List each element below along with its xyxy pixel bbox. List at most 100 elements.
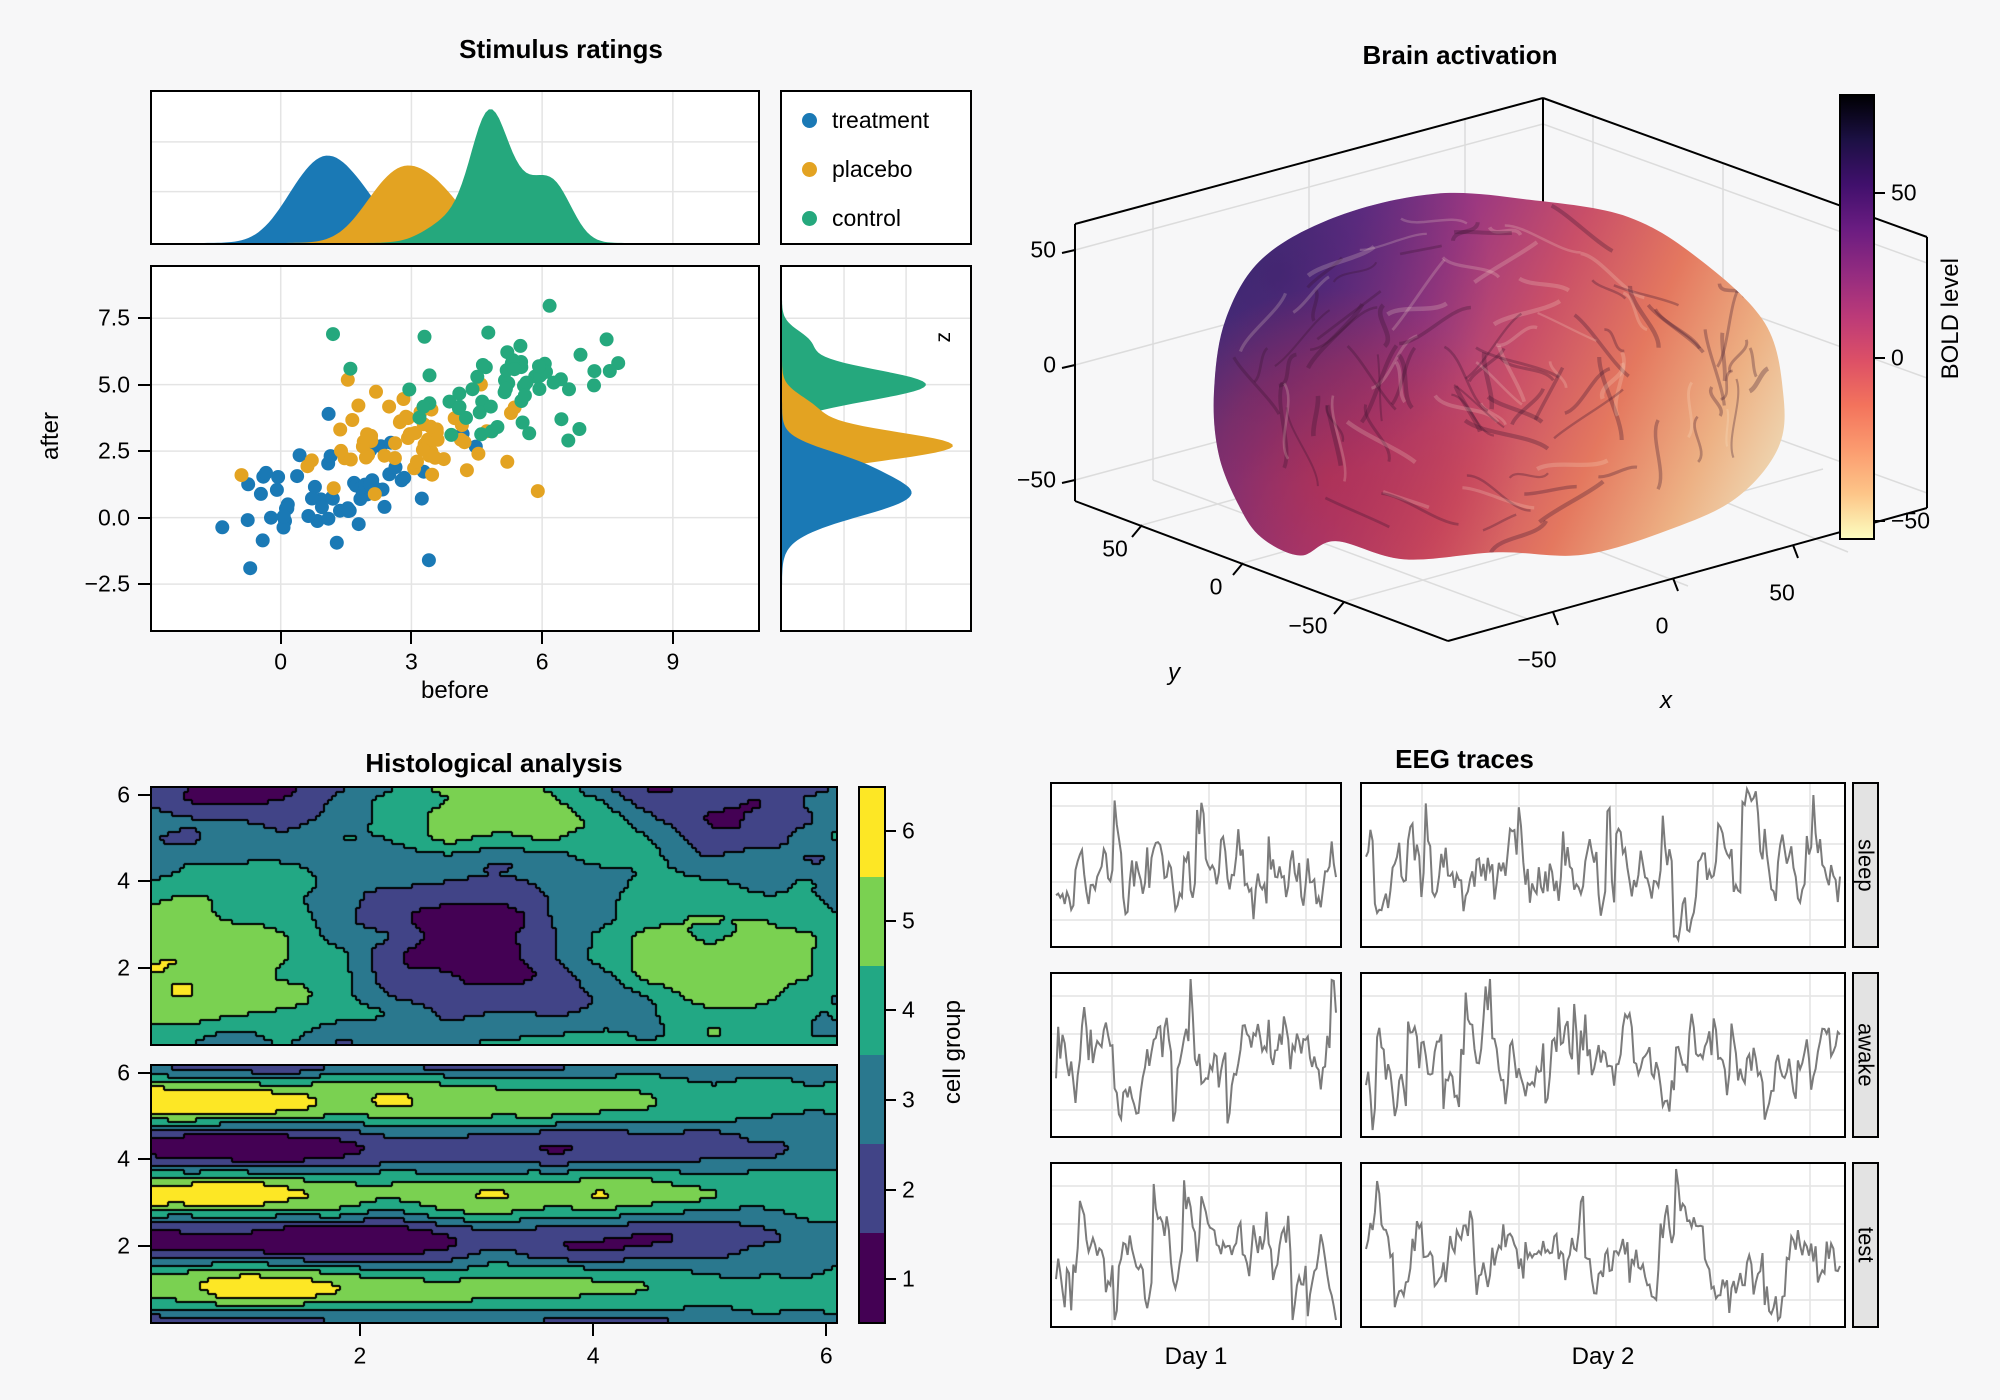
legend-label-control: control: [832, 205, 902, 231]
stimulus-right-marginal-panel: [780, 265, 972, 632]
histology-y-tick-label: 2: [117, 1232, 130, 1259]
plot-area: [1052, 974, 1340, 1136]
axis-tick: [886, 1009, 896, 1012]
axis-tick: [138, 383, 150, 386]
axis-tick: [410, 632, 413, 644]
legend-item-placebo: placebo: [782, 145, 970, 194]
eeg-panel-awake-day2: [1360, 972, 1846, 1138]
histology-colorbar-tick-label: 6: [902, 817, 915, 844]
histology-colorbar-tick-label: 4: [902, 996, 915, 1023]
eeg-panel-sleep-day1: [1050, 782, 1342, 948]
histology-y-tick-label: 6: [117, 781, 130, 808]
eeg-row-label: sleep: [1853, 838, 1879, 892]
legend-dot-treatment: [802, 113, 817, 128]
plot-area: [152, 92, 758, 243]
histology-y-tick-label: 6: [117, 1059, 130, 1086]
axis-tick: [358, 1324, 361, 1336]
axis-tick: [138, 793, 150, 796]
legend-dot-control: [802, 211, 817, 226]
axis-tick: [1875, 520, 1885, 522]
histology-x-tick-label: 2: [353, 1342, 367, 1369]
axis-tick: [541, 632, 544, 644]
brain-y-tick-label: 0: [1209, 573, 1223, 600]
histology-contour-panel-bottom: [150, 1064, 838, 1324]
axis-tick: [886, 1188, 896, 1191]
histology-colorbar-tick-label: 3: [902, 1086, 915, 1113]
histology-y-tick-label: 2: [117, 954, 130, 981]
histology-colorbar-label: cell group: [939, 1000, 966, 1105]
stimulus-x-tick-label: 0: [274, 648, 288, 675]
histology-x-tick-label: 6: [819, 1342, 833, 1369]
histology-colorbar-tick-label: 1: [902, 1265, 915, 1292]
axis-tick: [825, 1324, 828, 1336]
histology-y-tick-label: 4: [117, 1145, 130, 1172]
axis-tick: [886, 919, 896, 922]
stimulus-x-tick-label: 9: [666, 648, 680, 675]
axis-tick: [138, 583, 150, 586]
brain-colorbar-tick-label: 50: [1891, 179, 1917, 206]
legend-label-placebo: placebo: [832, 156, 913, 182]
axis-tick: [592, 1324, 595, 1336]
brain-z-tick-label: 50: [1030, 236, 1056, 263]
colorbar-block: [860, 1144, 884, 1233]
brain-x-axis-label: x: [1660, 687, 1672, 714]
eeg-panel-test-day1: [1050, 1162, 1342, 1328]
eeg-row-strip-sleep: sleep: [1852, 782, 1879, 948]
stimulus-marginal-z-label: z: [932, 332, 955, 343]
brain-colorbar-tick-label: 0: [1891, 344, 1904, 371]
stimulus-title: Stimulus ratings: [459, 34, 663, 64]
plot-area: [1052, 784, 1340, 946]
legend-item-control: control: [782, 194, 970, 243]
brain-y-tick-label: −50: [1288, 612, 1328, 639]
histology-colorbar-tick-label: 2: [902, 1175, 915, 1202]
axis-tick: [1875, 192, 1885, 194]
histology-y-tick-label: 4: [117, 867, 130, 894]
plot-area: [1362, 1164, 1844, 1326]
stimulus-y-tick-label: 7.5: [98, 304, 130, 331]
histology-x-tick-label: 4: [586, 1342, 600, 1369]
eeg-panel-test-day2: [1360, 1162, 1846, 1328]
eeg-col-label-day1: Day 1: [1164, 1343, 1228, 1370]
axis-tick: [138, 967, 150, 969]
histology-contour-panel-top: [150, 786, 838, 1046]
axis-tick: [1875, 357, 1885, 359]
plot-area: [1362, 784, 1844, 946]
brain-colorbar-label: BOLD level: [1937, 258, 1964, 380]
brain-x-tick-label: −50: [1517, 646, 1557, 673]
axis-tick: [138, 450, 150, 453]
stimulus-top-marginal-panel: [150, 90, 760, 245]
brain-z-tick-label: 0: [1043, 351, 1056, 378]
brain-y-tick-label: 50: [1102, 535, 1128, 562]
axis-tick: [138, 880, 150, 883]
brain-x-tick-label: 50: [1769, 579, 1795, 606]
histology-title: Histological analysis: [365, 748, 623, 778]
stimulus-y-tick-label: −2.5: [84, 570, 130, 597]
plot-area: [152, 267, 758, 630]
stimulus-y-tick-label: 0.0: [98, 503, 130, 530]
brain-3d-plot: [1061, 97, 1928, 642]
stimulus-y-axis-label: after: [37, 412, 64, 461]
colorbar-block: [860, 1233, 884, 1322]
brain-colorbar-tick-label: −50: [1891, 507, 1931, 534]
legend-dot-placebo: [802, 162, 817, 177]
stimulus-x-axis-label: before: [420, 677, 490, 704]
eeg-panel-awake-day1: [1050, 972, 1342, 1138]
legend-label-treatment: treatment: [832, 107, 930, 133]
eeg-row-label: test: [1853, 1227, 1879, 1263]
brain-y-axis-label: y: [1168, 659, 1180, 686]
histology-colorbar-tick-label: 5: [902, 906, 915, 933]
stimulus-x-tick-label: 6: [535, 648, 549, 675]
plot-area: [1362, 974, 1844, 1136]
histology-colorbar: [858, 786, 886, 1324]
axis-tick: [138, 1158, 150, 1161]
colorbar-block: [860, 1055, 884, 1144]
axis-tick: [886, 829, 896, 832]
plot-area: [1052, 1164, 1340, 1326]
axis-tick: [138, 317, 150, 320]
axis-tick: [279, 632, 282, 644]
plot-area: [782, 267, 970, 630]
eeg-row-label: awake: [1853, 1023, 1879, 1087]
axis-tick: [138, 1245, 150, 1247]
axis-tick: [886, 1098, 896, 1101]
